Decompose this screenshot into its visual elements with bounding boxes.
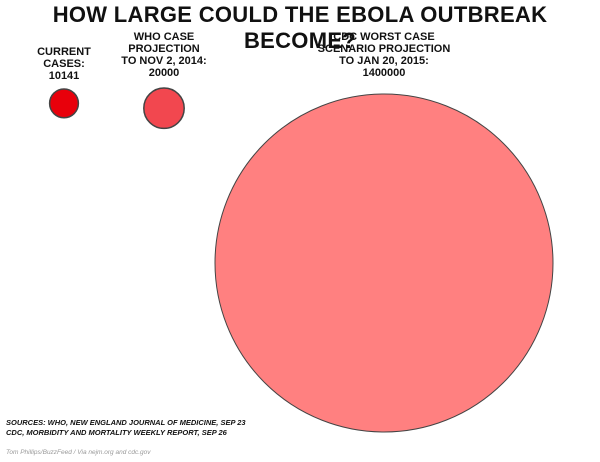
bubble-2 xyxy=(143,87,185,130)
sources-line-1: SOURCES: WHO, NEW ENGLAND JOURNAL OF MED… xyxy=(6,418,246,427)
chart-title: HOW LARGE COULD THE EBOLA OUTBREAK BECOM… xyxy=(52,2,548,53)
sources-line-2: CDC, MORBIDITY AND MORTALITY WEEKLY REPO… xyxy=(6,428,227,437)
bubble-1 xyxy=(48,88,80,119)
bubble-label-1: CURRENT CASES: 10141 xyxy=(37,46,91,82)
sources-note: SOURCES: WHO, NEW ENGLAND JOURNAL OF MED… xyxy=(6,418,246,438)
bubble-3 xyxy=(214,93,554,433)
bubble-label-2: WHO CASE PROJECTION TO NOV 2, 2014: 20000 xyxy=(121,31,206,79)
image-credit: Tom Phillips/BuzzFeed / Via nejm.org and… xyxy=(6,449,151,456)
bubble-label-3: CDC WORST CASE SCENARIO PROJECTION TO JAN … xyxy=(318,31,451,79)
